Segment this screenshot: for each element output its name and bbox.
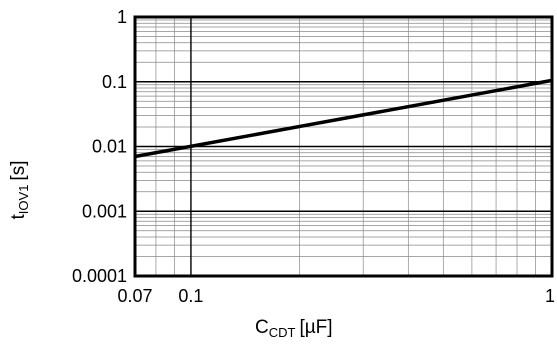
minor-grid bbox=[134, 17, 552, 276]
series-line bbox=[134, 78, 553, 159]
x-axis-title: CCDT [µF] bbox=[255, 317, 333, 340]
y-tick-label: 0.001 bbox=[82, 201, 127, 221]
x-axis-unit: [µF] bbox=[299, 317, 332, 338]
plot-frame bbox=[133, 15, 554, 278]
x-tick-label: 0.07 bbox=[117, 286, 152, 306]
y-axis-title: tIOV1 [s] bbox=[8, 161, 31, 220]
x-tick-labels: 0.07 0.1 1 bbox=[117, 286, 555, 306]
x-tick-label: 1 bbox=[545, 286, 555, 306]
y-tick-label: 0.1 bbox=[102, 72, 127, 92]
y-tick-label: 1 bbox=[117, 7, 127, 27]
y-tick-label: 0.01 bbox=[92, 137, 127, 157]
series-layer bbox=[134, 78, 553, 159]
y-axis-unit: [s] bbox=[8, 161, 29, 181]
major-grid bbox=[135, 17, 552, 276]
x-axis-symbol: C bbox=[255, 317, 269, 338]
y-tick-label: 0.0001 bbox=[72, 266, 127, 286]
x-tick-label: 0.1 bbox=[178, 286, 203, 306]
y-axis-subscript: IOV1 bbox=[16, 185, 31, 215]
y-axis-symbol: t bbox=[8, 213, 29, 219]
y-tick-labels: 1 0.1 0.01 0.001 0.0001 bbox=[72, 7, 127, 286]
x-axis-subscript: CDT bbox=[269, 325, 296, 340]
